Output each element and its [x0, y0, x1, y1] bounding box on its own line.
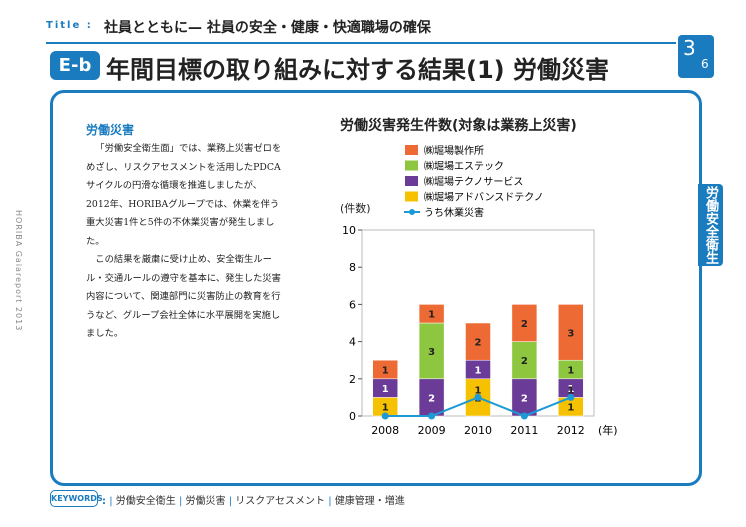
x-unit: (年) — [598, 423, 618, 437]
content-box — [50, 90, 702, 486]
bar-label: 1 — [475, 366, 482, 377]
x-tick-label: 2012 — [557, 424, 585, 437]
legend-swatch — [405, 191, 418, 202]
line-label: 1 — [475, 385, 482, 396]
side-tab: 労働安全衛生 — [698, 184, 723, 266]
badge: E-b — [50, 51, 100, 80]
bar-label: 1 — [567, 366, 574, 377]
bar-label: 3 — [567, 328, 574, 339]
y-tick-label: 10 — [342, 224, 356, 237]
y-tick-label: 0 — [349, 410, 356, 423]
bar-label: 2 — [521, 393, 528, 404]
line-point — [428, 412, 436, 420]
legend-swatch — [405, 160, 418, 171]
bar-label: 1 — [567, 384, 574, 395]
title-label: Title : — [46, 20, 93, 31]
keywords: : | 労働安全衛生 | 労働災害 | リスクアセスメント | 健康管理・増進 — [102, 496, 405, 507]
doc-title: 社員とともに— 社員の安全・健康・快適職場の確保 — [104, 20, 431, 36]
x-tick-label: 2008 — [371, 424, 399, 437]
section-heading: 労働災害 — [86, 123, 135, 137]
page-total: 6 — [701, 57, 709, 71]
keyword: リスクアセスメント — [235, 496, 326, 507]
bar-segment — [511, 341, 538, 380]
bar-label: 1 — [382, 366, 389, 377]
legend-marker — [409, 209, 415, 215]
bar-label: 1 — [382, 384, 389, 395]
keyword: 健康管理・増進 — [334, 496, 405, 507]
bar-label: 1 — [567, 403, 574, 414]
x-tick-label: 2010 — [464, 424, 492, 437]
legend-label: ㈱堀場製作所 — [424, 144, 484, 157]
keyword: 労働安全衛生 — [115, 496, 176, 507]
line-point — [567, 393, 575, 401]
y-tick-label: 8 — [349, 261, 356, 274]
heading: 年間目標の取り組みに対する結果(1) 労働災害 — [106, 56, 609, 84]
y-tick-label: 2 — [349, 373, 356, 386]
keyword: 労働災害 — [185, 496, 226, 507]
paragraph: 「労働安全衛生面」では、業務上災害ゼロをめざし、リスクアセスメントを活用したPD… — [86, 143, 282, 247]
bar-segment — [418, 378, 445, 417]
bar-segment — [558, 304, 584, 361]
line-label: 1 — [567, 385, 574, 396]
bar-label: 3 — [428, 347, 435, 358]
bar-segment — [511, 378, 538, 417]
legend-swatch — [405, 145, 418, 155]
side-note: HORIBA Gaiareport 2013 — [14, 210, 23, 332]
y-tick-label: 6 — [349, 298, 356, 311]
line-point — [474, 393, 482, 401]
section-body: 「労働安全衛生面」では、業務上災害ゼロをめざし、リスクアセスメントを活用したPD… — [86, 140, 284, 344]
x-tick-label: 2011 — [510, 424, 538, 437]
bar-segment — [372, 359, 398, 380]
bar-segment — [511, 304, 538, 342]
bar-label: 1 — [428, 310, 435, 321]
line-point — [381, 412, 389, 420]
bar-segment — [418, 322, 445, 380]
legend-label: ㈱堀場エステック — [424, 160, 504, 173]
bar-label: 1 — [382, 403, 389, 414]
legend-label: うち休業災害 — [424, 206, 484, 219]
legend-label: ㈱堀場アドバンスドテクノ — [424, 191, 544, 204]
y-tick-label: 4 — [349, 336, 356, 349]
chart-title: 労働災害発生件数(対象は業務上災害) — [340, 117, 577, 134]
page-badge: 3 6 — [678, 35, 714, 78]
bar-label: 2 — [521, 319, 528, 330]
page-number: 3 — [683, 36, 696, 60]
legend-swatch — [405, 176, 418, 186]
paragraph: この結果を厳粛に受け止め、安全衛生ルール・交通ルールの遵守を基本に、発生した災害… — [86, 254, 281, 339]
y-axis-label: (件数) — [340, 202, 371, 215]
bar-segment — [418, 304, 445, 324]
legend-label: ㈱堀場テクノサービス — [424, 175, 523, 188]
bar-segment — [465, 322, 491, 361]
keywords-label: KEYWORDS — [50, 490, 103, 507]
line-point — [520, 412, 528, 420]
x-tick-label: 2009 — [418, 424, 446, 437]
rule — [46, 42, 676, 44]
bar-label: 2 — [428, 393, 435, 404]
bar-label: 2 — [521, 356, 528, 367]
bar-label: 2 — [475, 338, 482, 349]
